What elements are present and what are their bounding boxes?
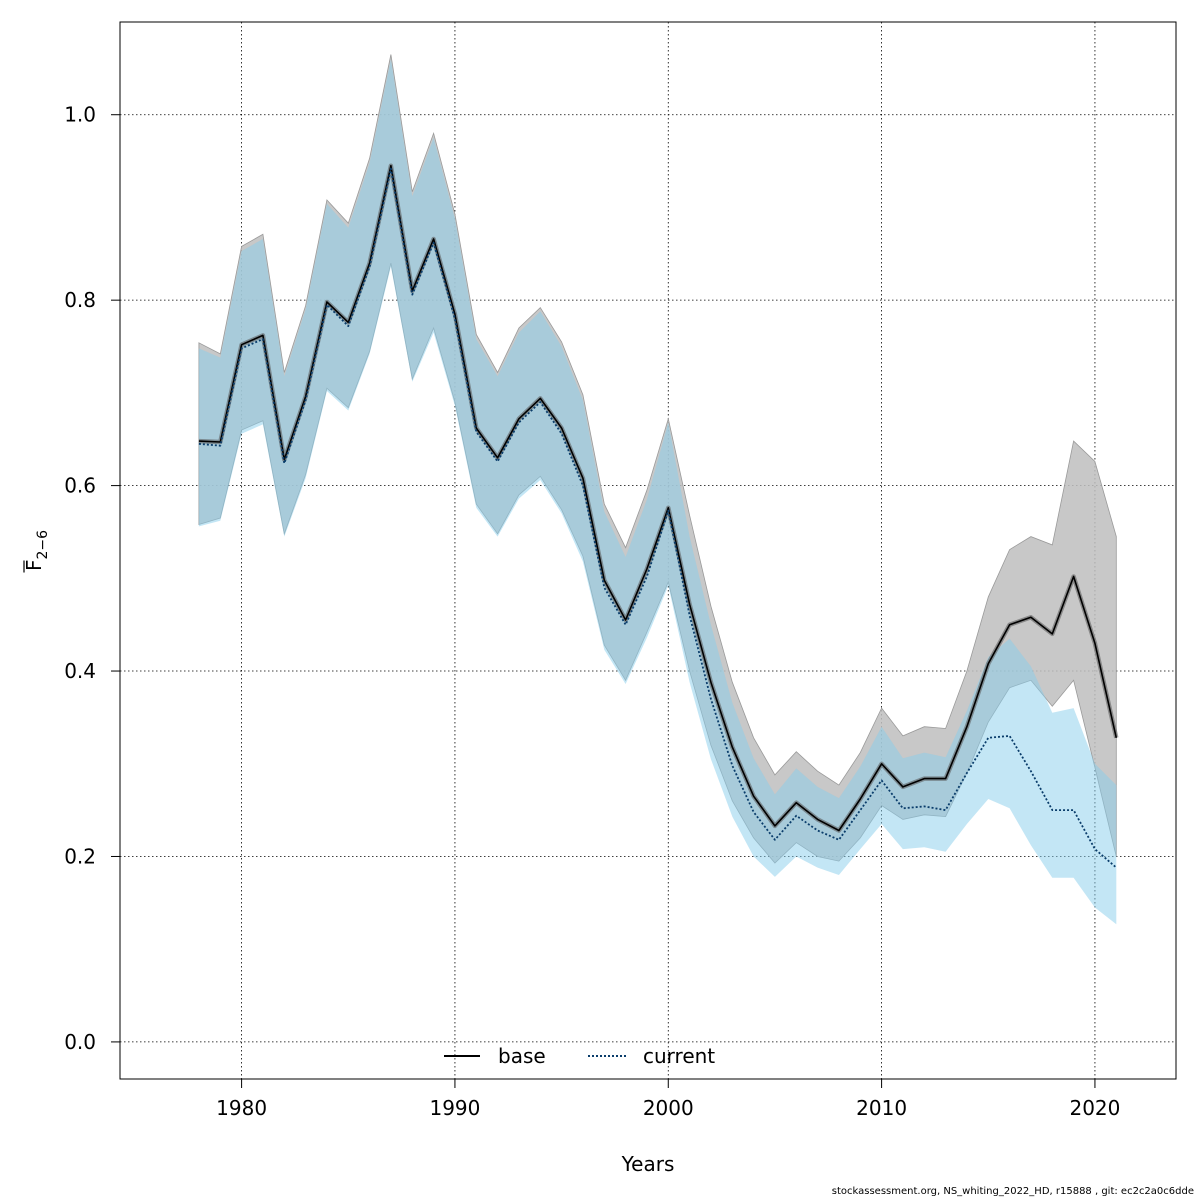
- band-current: [198, 59, 1117, 925]
- y-tick-label-0.6: 0.6: [64, 474, 96, 498]
- x-tick-label-2010: 2010: [856, 1096, 907, 1120]
- legend-label-current: current: [643, 1044, 715, 1068]
- y-axis-title-sub: 2−6: [35, 530, 51, 560]
- y-tick-label-1.0: 1.0: [64, 103, 96, 127]
- line-base: [198, 164, 1118, 832]
- x-tick-label-2020: 2020: [1069, 1096, 1120, 1120]
- x-tick-label-2000: 2000: [643, 1096, 694, 1120]
- plot-frame: [119, 21, 1177, 1080]
- y-tick-label-0.2: 0.2: [64, 844, 96, 868]
- svg-text:F2−6: F2−6: [22, 530, 51, 571]
- x-tick-label-1990: 1990: [429, 1096, 480, 1120]
- x-tick-label-1980: 1980: [216, 1096, 267, 1120]
- y-axis-title: F2−6: [22, 530, 51, 573]
- x-axis-title: Years: [621, 1152, 675, 1176]
- confidence-bands: [198, 54, 1117, 925]
- y-tick-label-0.0: 0.0: [64, 1030, 96, 1054]
- series-lines: [198, 163, 1119, 869]
- line-current: [198, 167, 1117, 869]
- footer-credit: stockassessment.org, NS_whiting_2022_HD,…: [831, 1186, 1194, 1197]
- legend-label-base: base: [498, 1044, 546, 1068]
- y-tick-label-0.4: 0.4: [64, 659, 96, 683]
- y-tick-label-0.8: 0.8: [64, 288, 96, 312]
- y-axis-title-main: F: [22, 560, 46, 572]
- axis-ticks: 1980 1990 2000 2010 2020 0.0 0.2 0.4 0.6 0.8 1.0: [64, 103, 1120, 1120]
- legend: base current: [444, 1044, 715, 1068]
